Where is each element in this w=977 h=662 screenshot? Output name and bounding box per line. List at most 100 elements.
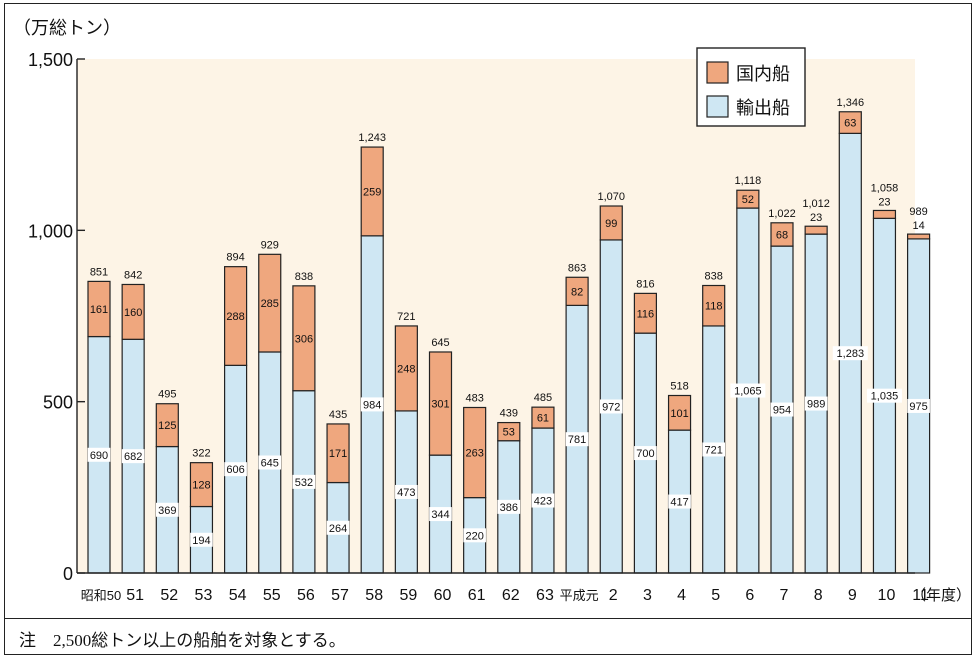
label-box-export — [463, 528, 486, 543]
x-tick-label: 56 — [297, 587, 315, 604]
x-tick-label: 10 — [878, 587, 896, 604]
label-domestic: 118 — [705, 301, 723, 313]
label-export: 606 — [226, 464, 244, 476]
label-export: 984 — [363, 399, 381, 411]
label-total: 645 — [431, 337, 449, 349]
label-export: 344 — [431, 509, 449, 521]
label-total: 863 — [568, 262, 586, 274]
x-tick-label: 53 — [195, 587, 213, 604]
bar-domestic — [292, 285, 316, 392]
label-domestic: 63 — [844, 118, 856, 130]
label-export: 975 — [909, 401, 927, 413]
y-unit-label: （万総トン） — [13, 18, 121, 38]
label-export: 369 — [158, 505, 176, 517]
label-box-export — [87, 447, 111, 462]
label-domestic: 116 — [637, 308, 655, 320]
label-box-export — [121, 449, 145, 464]
label-export: 781 — [568, 434, 586, 446]
label-domestic: 288 — [226, 311, 244, 323]
label-total: 1,243 — [358, 132, 386, 144]
label-total: 1,118 — [734, 175, 761, 187]
label-box-export — [832, 346, 868, 361]
label-export: 1,283 — [837, 348, 865, 360]
label-domestic: 82 — [571, 286, 583, 298]
bar-domestic — [667, 394, 692, 431]
label-domestic: 248 — [397, 363, 415, 375]
x-tick-label: 昭和50 — [81, 588, 121, 603]
legend-label: 輸出船 — [736, 98, 790, 118]
bar-domestic — [224, 266, 248, 366]
label-total: 1,346 — [837, 97, 865, 109]
label-domestic: 171 — [329, 448, 347, 460]
label-export: 417 — [670, 497, 688, 509]
legend-swatch — [706, 61, 729, 84]
label-export: 989 — [807, 399, 825, 411]
x-tick-label: 6 — [745, 587, 754, 604]
label-domestic: 128 — [192, 480, 210, 492]
x-tick-label: 8 — [814, 587, 823, 604]
x-tick-label: 9 — [848, 587, 857, 604]
bar-domestic — [906, 233, 931, 240]
label-box-export — [907, 398, 930, 413]
label-domestic: 14 — [912, 220, 924, 232]
label-box-export — [497, 499, 521, 514]
label-domestic: 68 — [776, 229, 788, 241]
label-total: 929 — [261, 239, 279, 251]
label-domestic: 52 — [742, 194, 754, 206]
label-domestic: 99 — [605, 218, 617, 230]
x-tick-label: 61 — [468, 587, 486, 604]
bar-domestic — [702, 284, 726, 327]
bar-domestic — [121, 283, 145, 340]
label-export: 264 — [329, 523, 347, 535]
x-tick-label: 平成元 — [560, 588, 599, 603]
x-tick-label: 11 — [912, 587, 929, 604]
label-box-export — [599, 399, 623, 414]
label-domestic: 23 — [878, 196, 890, 208]
label-box-export — [668, 494, 691, 509]
bar-domestic — [155, 403, 179, 448]
label-total: 495 — [158, 389, 176, 401]
bar-domestic — [87, 280, 111, 338]
label-box-export — [770, 402, 794, 417]
label-box-export — [190, 532, 213, 547]
label-domestic: 161 — [90, 304, 108, 316]
label-box-export — [360, 397, 384, 412]
label-domestic: 23 — [810, 212, 822, 224]
bar-domestic — [599, 205, 623, 241]
label-export: 972 — [602, 401, 620, 413]
label-export: 1,065 — [734, 386, 762, 398]
label-export: 690 — [90, 450, 108, 462]
label-total: 894 — [226, 252, 244, 264]
x-tick-label: 7 — [780, 587, 789, 604]
label-export: 721 — [705, 444, 723, 456]
label-box-export — [565, 432, 589, 447]
label-box-export — [292, 474, 316, 489]
bar-domestic — [258, 253, 282, 353]
label-export: 532 — [295, 477, 313, 489]
label-total: 721 — [397, 311, 415, 323]
y-tick-label: 1,000 — [28, 221, 73, 241]
label-box-export — [395, 484, 418, 499]
label-total: 1,070 — [597, 191, 625, 203]
y-tick-label: 500 — [43, 393, 73, 413]
bar-domestic — [497, 421, 521, 442]
label-domestic: 101 — [670, 408, 688, 420]
label-domestic: 306 — [295, 333, 313, 345]
x-tick-label: 3 — [643, 587, 652, 604]
label-domestic: 301 — [431, 399, 449, 411]
x-tick-label: 5 — [711, 587, 720, 604]
bar-domestic — [872, 209, 897, 219]
label-total: 989 — [909, 206, 927, 218]
x-tick-label: 60 — [434, 587, 452, 604]
x-tick-label: 62 — [502, 587, 520, 604]
stacked-bar-chart: 6901618516821608423691254951941283226062… — [13, 18, 971, 604]
label-export: 473 — [397, 487, 415, 499]
x-tick-label: 4 — [677, 587, 686, 604]
x-tick-label: 52 — [160, 587, 178, 604]
label-total: 485 — [534, 392, 552, 404]
label-total: 851 — [90, 266, 108, 278]
label-total: 816 — [636, 278, 654, 290]
label-total: 1,058 — [871, 182, 899, 194]
label-total: 1,022 — [768, 208, 796, 220]
label-total: 1,012 — [802, 198, 830, 210]
